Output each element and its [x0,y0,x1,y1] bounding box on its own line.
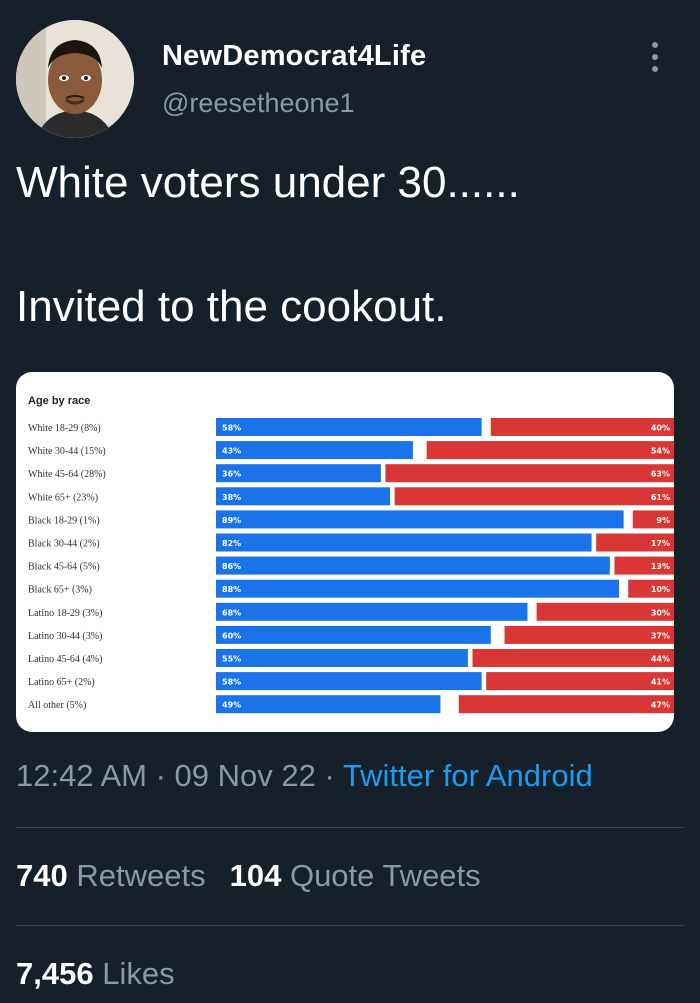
rep-bar [385,464,674,483]
dot-icon [652,66,658,72]
category-label: White 18-29 (8%) [28,423,101,434]
dot-icon [652,54,658,60]
retweets-label: Retweets [76,858,206,893]
rep-bar [490,418,674,436]
tweet-date[interactable]: 09 Nov 22 [174,758,316,793]
dem-bar [216,695,441,714]
quote-tweets-label: Quote Tweets [289,858,481,893]
likes-stat[interactable]: 7,456 Likes [16,956,175,992]
category-label: Black 18-29 (1%) [28,515,100,526]
dem-value-label: 43% [222,447,241,456]
dem-value-label: 58% [222,424,241,433]
category-label: Latino 65+ (2%) [28,677,95,688]
rep-bar [632,510,674,529]
dem-value-label: 86% [222,562,241,571]
rep-bar [458,695,674,714]
dem-value-label: 38% [222,493,241,502]
tweet-media-chart[interactable]: Age by race White 18-29 (8%) 58% 40% White 3… [16,372,674,732]
category-label: White 30-44 (15%) [28,446,106,457]
dem-value-label: 58% [222,678,241,687]
likes-label: Likes [102,956,175,991]
dem-value-label: 60% [222,631,241,640]
rep-value-label: 63% [651,470,670,479]
rep-value-label: 54% [651,447,670,456]
dem-bar [216,556,610,575]
dem-bar [216,510,624,529]
display-name[interactable]: NewDemocrat4Life [162,40,427,72]
dem-bar [216,464,381,483]
tweet-meta: 12:42 AM · 09 Nov 22 · Twitter for Andro… [16,758,593,794]
rep-value-label: 13% [651,562,670,571]
dem-bar [216,579,620,598]
rep-bar [536,602,674,621]
dem-bar [216,602,528,621]
rep-value-label: 30% [651,608,670,617]
user-handle[interactable]: @reesetheone1 [162,88,355,118]
age-by-race-chart: Age by race White 18-29 (8%) 58% 40% White 3… [28,395,674,714]
dem-bar [216,533,592,552]
category-label: Latino 18-29 (3%) [28,608,102,619]
divider [16,925,684,926]
rep-bar [394,487,674,506]
rep-value-label: 44% [651,655,670,664]
category-label: White 45-64 (28%) [28,469,106,480]
category-label: Black 45-64 (5%) [28,562,100,573]
dot-icon [652,42,658,48]
chart-title: Age by race [28,395,90,407]
engagement-stats: 740 Retweets 104 Quote Tweets [16,858,481,894]
dem-bar [216,649,468,667]
avatar-portrait-icon [16,20,134,138]
retweets-stat[interactable]: 740 Retweets [16,858,206,893]
rep-bar [486,672,674,691]
category-label: Latino 30-44 (3%) [28,631,102,642]
likes-count: 7,456 [16,956,94,991]
rep-bar [596,533,674,552]
category-label: White 65+ (23%) [28,492,98,503]
dem-bar [216,487,391,506]
rep-bar [614,556,674,575]
dem-bar [216,672,482,691]
rep-value-label: 41% [651,678,670,687]
category-label: All other (5%) [28,700,86,711]
dem-value-label: 36% [222,470,241,479]
rep-value-label: 9% [656,516,670,525]
category-label: Black 65+ (3%) [28,585,92,596]
tweet-time[interactable]: 12:42 AM [16,758,147,793]
tweet-text: White voters under 30...... Invited to t… [16,158,520,331]
dem-value-label: 88% [222,585,241,594]
rep-bar [504,625,674,644]
dem-bar [216,441,413,460]
meta-separator: · [146,758,175,793]
rep-value-label: 10% [651,585,670,594]
rep-bar [472,649,674,667]
dem-bar [216,625,491,644]
dem-bar [216,418,482,436]
tweet-source-link[interactable]: Twitter for Android [342,758,593,793]
dem-value-label: 82% [222,539,241,548]
meta-separator: · [315,758,343,793]
rep-value-label: 47% [651,701,670,710]
category-label: Latino 45-64 (4%) [28,654,102,665]
rep-bar [426,441,674,460]
dem-value-label: 68% [222,608,241,617]
rep-value-label: 37% [651,631,670,640]
category-label: Black 30-44 (2%) [28,539,100,550]
quote-tweets-count: 104 [229,858,282,893]
dem-value-label: 49% [222,701,241,710]
divider [16,827,684,828]
retweets-count: 740 [16,858,68,893]
quote-tweets-stat[interactable]: 104 Quote Tweets [230,858,481,893]
rep-bar [628,579,674,598]
profile-avatar[interactable] [16,20,134,138]
rep-value-label: 40% [651,424,670,433]
more-options-icon[interactable] [640,40,670,74]
dem-value-label: 89% [222,516,241,525]
rep-value-label: 61% [651,493,670,502]
rep-value-label: 17% [651,539,670,548]
dem-value-label: 55% [222,655,241,664]
